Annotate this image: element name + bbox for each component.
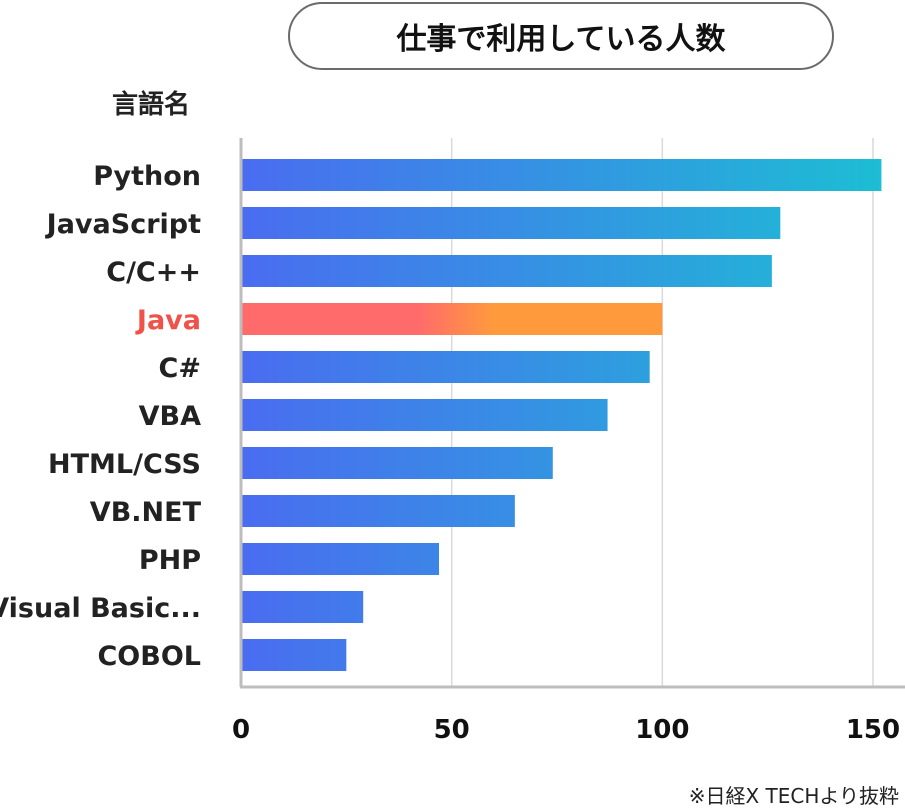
bar-vba xyxy=(241,399,608,431)
x-tick-label: 100 xyxy=(635,715,689,745)
x-tick-labels: 0 50 100 150 xyxy=(232,715,900,745)
bar-visual-basic- xyxy=(241,591,364,623)
category-label: VB.NET xyxy=(90,497,202,528)
category-label: C# xyxy=(159,353,201,384)
category-label: VBA xyxy=(139,401,201,432)
category-label: Visual Basic... xyxy=(0,593,201,624)
bar-javascript xyxy=(241,207,781,239)
bar-php xyxy=(241,543,440,575)
bar-cobol xyxy=(241,639,347,671)
axes xyxy=(239,138,905,689)
category-labels: Python JavaScript C/C++ Java C# VBA HTML/CSS VB… xyxy=(0,161,202,672)
bars xyxy=(241,159,882,671)
source-note: ※日経X TECHより抜粋 xyxy=(688,784,899,808)
bar-c-c- xyxy=(241,255,772,287)
bar-java xyxy=(241,303,663,335)
bar-vb-net xyxy=(241,495,515,527)
chart-title: 仕事で利用している人数 xyxy=(288,2,834,70)
bar-c- xyxy=(241,351,650,383)
bar-python xyxy=(241,159,882,191)
category-label: PHP xyxy=(139,545,201,576)
category-label: JavaScript xyxy=(45,209,201,240)
x-tick-label: 50 xyxy=(434,715,470,745)
bar-chart: Python JavaScript C/C++ Java C# VBA HTML/CSS VB… xyxy=(0,138,905,745)
category-label: HTML/CSS xyxy=(48,449,201,480)
x-tick-label: 0 xyxy=(232,715,250,745)
category-label: C/C++ xyxy=(106,257,201,288)
category-label: COBOL xyxy=(97,641,201,672)
x-tick-label: 150 xyxy=(846,715,900,745)
category-label: Java xyxy=(135,305,201,336)
y-axis-title: 言語名 xyxy=(112,90,191,120)
category-label: Python xyxy=(93,161,201,192)
bar-html-css xyxy=(241,447,553,479)
